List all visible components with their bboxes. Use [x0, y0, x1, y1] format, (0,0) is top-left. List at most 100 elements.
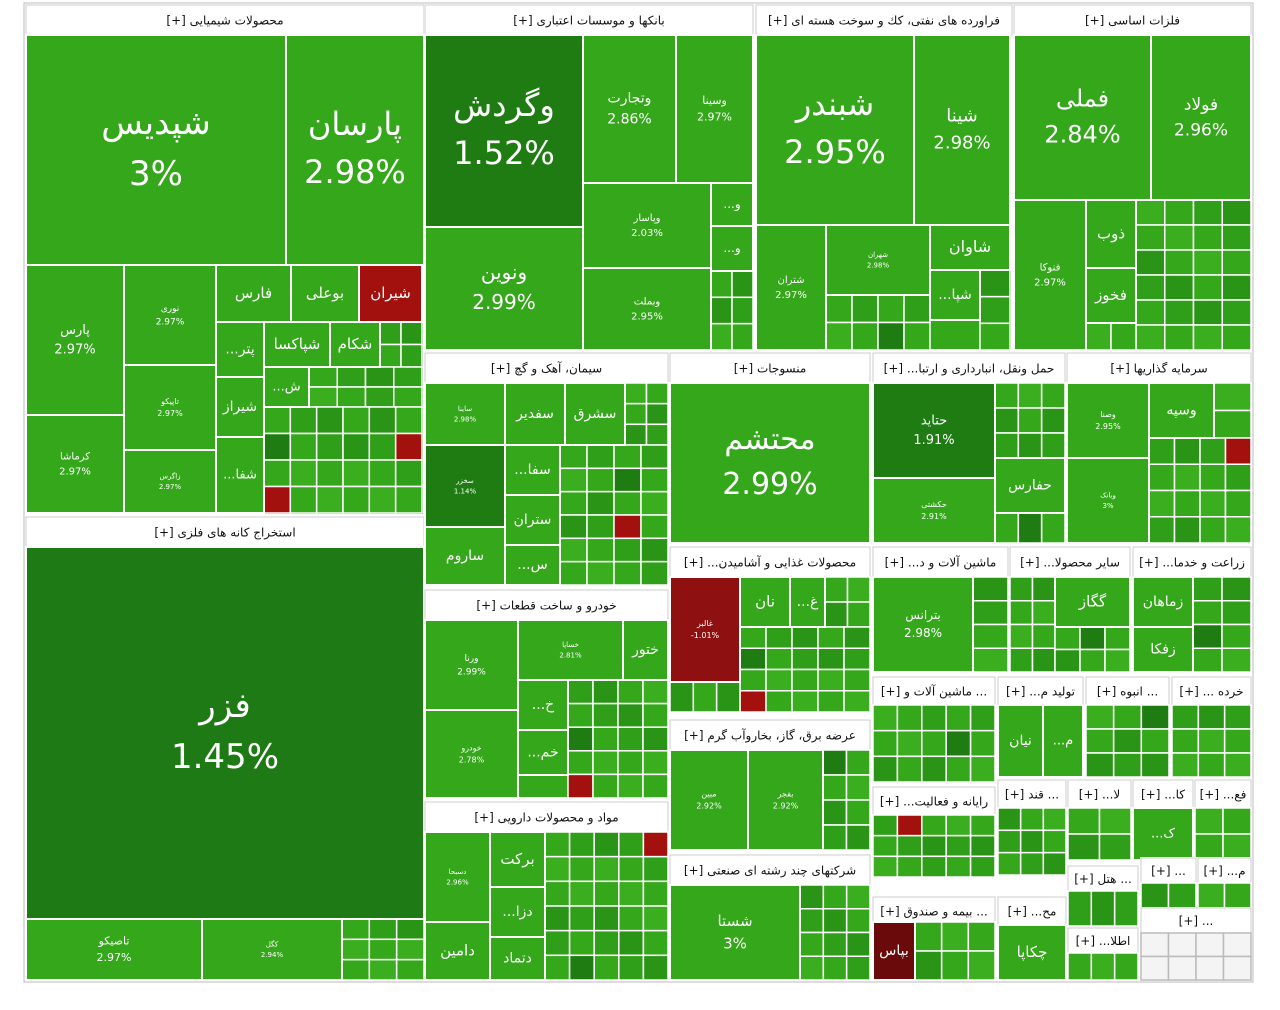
filler-cell	[1148, 437, 1176, 465]
tile-name: بوعلی	[306, 284, 344, 302]
filler-cell	[395, 918, 425, 941]
filler-cell	[1192, 199, 1223, 226]
filler-cell	[945, 855, 972, 878]
tile-value: 3%	[1102, 502, 1113, 510]
tile-name: کگل	[266, 939, 279, 948]
filler-cell	[1135, 199, 1166, 226]
tile	[669, 884, 801, 981]
sector-title: لا... [+]	[1079, 788, 1121, 802]
sector-title: ماشین آلات و د... [+]	[885, 555, 997, 571]
filler-cell	[872, 834, 899, 858]
sector: ... [+]	[1140, 907, 1252, 981]
sector: سرمایه گذاریها [+] وصنا 2.95% وسپه وبانک 3%	[1066, 352, 1252, 544]
filler-cell	[394, 406, 423, 435]
tile	[1148, 382, 1215, 439]
tile-name: وپاسار	[633, 213, 661, 224]
filler-cell	[617, 702, 644, 728]
filler-cell	[972, 647, 1009, 673]
tile	[1042, 704, 1084, 778]
filler-cell	[568, 905, 595, 932]
filler-cell	[624, 423, 648, 446]
filler-cell	[1085, 704, 1115, 730]
tile-name: پارس	[60, 323, 90, 338]
filler-cell	[903, 321, 931, 351]
tile	[504, 544, 561, 586]
tile-name: بترانس	[905, 608, 941, 623]
filler-cell	[592, 726, 619, 752]
tile-name: پتر...	[225, 342, 254, 358]
sector-header	[1009, 546, 1131, 578]
filler-cell	[613, 560, 642, 586]
filler-cell	[851, 321, 879, 351]
tile-name: نوری	[161, 304, 180, 314]
tile-value: 2.97%	[157, 409, 183, 418]
tile-value: 2.96%	[1174, 120, 1228, 140]
tile-value: 2.78%	[459, 756, 485, 765]
filler-cell	[817, 647, 845, 671]
sector: محصولات غذایی و آشامیدن... [+] غالبر -1.01…	[669, 546, 871, 713]
filler-cell	[1192, 623, 1223, 649]
filler-cell	[972, 623, 1009, 649]
sector-header	[424, 4, 754, 36]
sector-header	[1067, 927, 1139, 954]
filler-cell	[586, 444, 615, 470]
tile	[755, 224, 827, 351]
sector-title: حمل ونقل، انبارداری و ارتبا... [+]	[884, 362, 1055, 377]
filler-cell	[394, 432, 423, 461]
tile-name: بپاس	[879, 943, 908, 959]
sector: ... ماشین آلات و [+]	[872, 676, 996, 783]
filler-cell	[824, 576, 849, 603]
sector: ... بیمه و صندوق [+] بپاس	[872, 896, 996, 981]
sector-title: کا... [+]	[1141, 788, 1185, 802]
filler-cell	[593, 855, 620, 883]
tile-value: 2.91%	[921, 512, 947, 521]
sector-title: محصولات غذایی و آشامیدن... [+]	[684, 555, 856, 571]
tile-name: ساروم	[446, 548, 484, 564]
filler-cell	[791, 668, 819, 692]
filler-cell	[845, 799, 871, 826]
filler-cell	[822, 749, 848, 776]
filler-cell	[613, 514, 642, 540]
filler-cell	[289, 406, 318, 435]
filler-cell	[336, 366, 367, 388]
tile-value: 2.94%	[261, 951, 284, 959]
filler-cell	[997, 807, 1022, 832]
tile-name: ختور	[631, 642, 659, 658]
filler-cell	[972, 576, 1009, 602]
sector-title: شرکتهای چند رشته ای صنعتی [+]	[684, 864, 856, 879]
filler-cell	[1171, 704, 1200, 730]
filler-cell	[825, 321, 853, 351]
sector-title: ... انبوه [+]	[1097, 685, 1158, 700]
sector: رایانه و فعالیت... [+]	[872, 786, 996, 878]
filler-cell	[642, 954, 669, 981]
tile	[329, 321, 381, 368]
filler-cell	[1221, 623, 1252, 649]
tile-name: محتشم	[724, 422, 815, 457]
sector-header	[669, 352, 871, 384]
filler-cell	[945, 834, 972, 858]
filler-cell	[1019, 829, 1045, 854]
filler-cell	[921, 834, 947, 858]
tile-name: فنوکا	[1040, 263, 1061, 274]
filler-cell	[967, 921, 996, 952]
filler-cell	[1221, 600, 1252, 626]
filler-cell	[263, 432, 292, 461]
tile	[263, 366, 310, 408]
filler-cell	[640, 444, 669, 470]
tile	[123, 449, 217, 514]
filler-cell	[1192, 274, 1223, 301]
tile-value: 2.95%	[784, 133, 886, 171]
filler-cell	[1148, 463, 1176, 492]
tile	[669, 382, 871, 544]
filler-cell	[1192, 647, 1223, 673]
filler-cell	[1192, 249, 1223, 276]
filler-cell	[1009, 576, 1034, 602]
sector: شرکتهای چند رشته ای صنعتی [+] شستا 3%	[669, 854, 871, 981]
tile-value: 2.97%	[156, 317, 185, 327]
tile	[424, 619, 519, 711]
filler-cell	[994, 432, 1020, 459]
tile	[1150, 34, 1252, 201]
filler-cell	[1221, 274, 1252, 301]
filler-cell	[817, 690, 845, 713]
tile	[997, 924, 1067, 981]
